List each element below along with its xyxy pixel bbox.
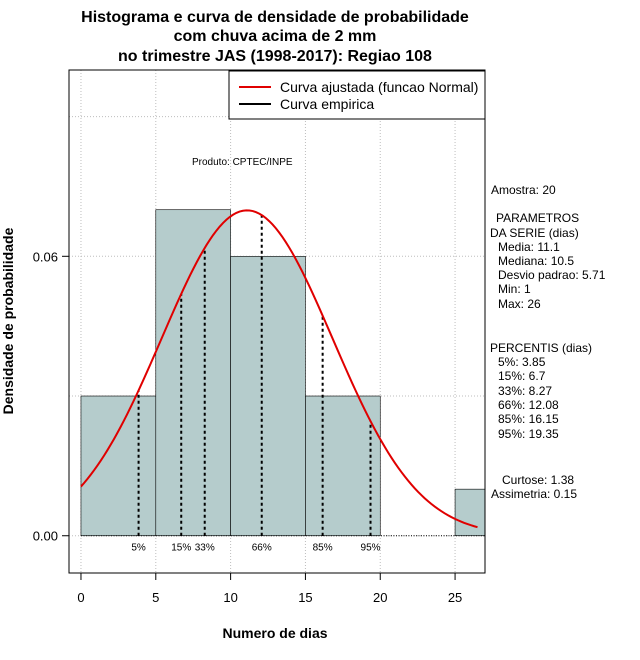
histogram-bar-0 [80, 395, 157, 537]
stat-mediana: Mediana: 10.5 [498, 254, 574, 268]
histogram-bar-5 [454, 488, 486, 537]
chart-title-line-2: com chuva acima de 2 mm [174, 28, 377, 45]
stat-p15: 15%: 6.7 [498, 369, 546, 383]
stats-panel: Amostra: 20 PARAMETROS DA SERIE (dias) M… [490, 183, 606, 501]
stat-perc-title: PERCENTIS (dias) [490, 341, 592, 355]
x-tick-label-5: 5 [152, 590, 159, 605]
stat-p95: 95%: 19.35 [498, 427, 559, 441]
stat-max: Max: 26 [498, 297, 541, 311]
histogram-bar-2 [230, 255, 306, 537]
stat-media: Media: 11.1 [498, 240, 560, 254]
percentile-label-5: 95% [361, 543, 381, 554]
stat-p66: 66%: 12.08 [498, 398, 559, 412]
curve-layer [80, 209, 478, 529]
percentile-label-3: 66% [252, 543, 272, 554]
stat-p85: 85%: 16.15 [498, 412, 559, 426]
x-tick-label-15: 15 [298, 590, 312, 605]
stat-min: Min: 1 [498, 282, 531, 296]
stat-curtose: Curtose: 1.38 [502, 473, 574, 487]
y-axis: 0.00 0.06 [33, 249, 70, 544]
y-axis-label: Densidade de probabilidade [0, 227, 16, 414]
stat-amostra: Amostra: 20 [491, 183, 556, 197]
y-tick-label-1: 0.06 [33, 249, 58, 264]
percentile-label-4: 85% [313, 543, 333, 554]
chart-title-line-1: Histograma e curva de densidade de proba… [81, 9, 469, 26]
percentile-layer: 5% 15% 33% 66% 85% 95% [131, 215, 381, 554]
legend: Curva ajustada (funcao Normal) Curva emp… [228, 70, 486, 120]
stat-desvio: Desvio padrao: 5.71 [498, 268, 606, 282]
x-tick-label-20: 20 [373, 590, 387, 605]
x-tick-label-10: 10 [223, 590, 237, 605]
percentile-label-1: 15% [171, 543, 191, 554]
y-tick-label-0: 0.00 [33, 529, 58, 544]
histogram-bar-3 [305, 395, 381, 537]
stat-p33: 33%: 8.27 [498, 384, 552, 398]
bars-layer [80, 209, 486, 537]
fitted-normal-curve [80, 209, 478, 529]
x-axis: 0 5 10 15 20 25 [77, 572, 462, 605]
legend-label-empirical: Curva empirica [280, 96, 374, 112]
percentile-label-2: 33% [195, 543, 215, 554]
legend-label-fitted: Curva ajustada (funcao Normal) [280, 79, 478, 95]
stat-assimetria: Assimetria: 0.15 [491, 487, 577, 501]
x-tick-label-0: 0 [77, 590, 84, 605]
stat-param-title-1: PARAMETROS [496, 211, 579, 225]
histogram-bar-1 [155, 209, 231, 537]
chart-title-line-3: no trimestre JAS (1998-2017): Regiao 108 [118, 48, 432, 65]
stat-p5: 5%: 3.85 [498, 355, 546, 369]
legend-box [228, 70, 486, 120]
x-tick-label-25: 25 [448, 590, 462, 605]
product-annotation: Produto: CPTEC/INPE [192, 157, 293, 168]
x-axis-label: Numero de dias [222, 625, 327, 641]
percentile-label-0: 5% [131, 543, 146, 554]
stat-param-title-2: DA SERIE (dias) [490, 226, 579, 240]
